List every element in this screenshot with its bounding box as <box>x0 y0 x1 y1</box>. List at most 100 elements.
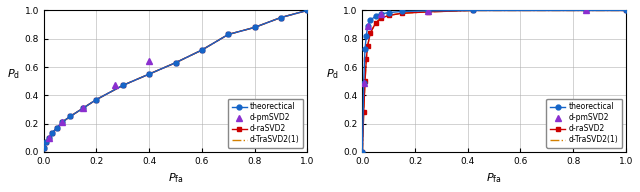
theorectical <box>385 11 392 14</box>
d-raSVD2 <box>172 62 179 64</box>
d-TraSVD2(1) <box>58 121 66 123</box>
Line: d-pmSVD2: d-pmSVD2 <box>360 7 589 86</box>
theorectical <box>145 73 153 75</box>
X-axis label: $P_{\mathrm{fa}}$: $P_{\mathrm{fa}}$ <box>168 171 183 185</box>
d-TraSVD2(1) <box>398 12 406 14</box>
d-pmSVD2 <box>45 137 53 139</box>
d-raSVD2 <box>622 9 630 12</box>
d-pmSVD2 <box>424 10 432 12</box>
d-TraSVD2(1) <box>372 22 380 24</box>
d-TraSVD2(1) <box>145 73 153 75</box>
Line: d-TraSVD2(1): d-TraSVD2(1) <box>44 10 307 148</box>
d-raSVD2 <box>362 57 370 60</box>
d-TraSVD2(1) <box>469 9 477 12</box>
d-raSVD2 <box>367 32 374 34</box>
theorectical <box>358 151 366 153</box>
d-raSVD2 <box>424 11 432 13</box>
d-pmSVD2 <box>364 25 371 27</box>
d-raSVD2 <box>398 12 406 14</box>
theorectical <box>251 26 259 29</box>
d-raSVD2 <box>385 14 392 17</box>
d-raSVD2 <box>79 107 87 109</box>
d-TraSVD2(1) <box>360 111 367 113</box>
d-raSVD2 <box>361 80 369 82</box>
d-pmSVD2 <box>582 9 590 12</box>
d-raSVD2 <box>469 9 477 12</box>
d-TraSVD2(1) <box>93 98 100 101</box>
d-raSVD2 <box>53 127 61 129</box>
theorectical <box>172 62 179 64</box>
theorectical <box>469 9 477 12</box>
d-TraSVD2(1) <box>582 9 590 12</box>
d-raSVD2 <box>360 111 367 113</box>
theorectical <box>277 16 285 19</box>
d-raSVD2 <box>40 146 47 149</box>
X-axis label: $P_{\mathrm{fa}}$: $P_{\mathrm{fa}}$ <box>486 171 502 185</box>
d-TraSVD2(1) <box>424 11 432 13</box>
theorectical <box>398 10 406 13</box>
d-TraSVD2(1) <box>385 14 392 17</box>
theorectical <box>303 9 311 12</box>
d-TraSVD2(1) <box>377 17 385 19</box>
d-raSVD2 <box>67 115 74 118</box>
d-pmSVD2 <box>79 107 87 109</box>
d-raSVD2 <box>145 73 153 75</box>
theorectical <box>372 15 380 17</box>
d-raSVD2 <box>225 33 232 36</box>
d-raSVD2 <box>42 141 50 143</box>
d-raSVD2 <box>251 26 259 29</box>
theorectical <box>362 35 370 37</box>
theorectical <box>58 121 66 123</box>
d-TraSVD2(1) <box>172 62 179 64</box>
theorectical <box>582 9 590 12</box>
theorectical <box>79 107 87 109</box>
d-TraSVD2(1) <box>367 32 374 34</box>
theorectical <box>377 13 385 15</box>
d-TraSVD2(1) <box>251 26 259 29</box>
Legend: theorectical, d-pmSVD2, d-raSVD2, d-TraSVD2(1): theorectical, d-pmSVD2, d-raSVD2, d-TraS… <box>228 99 303 148</box>
d-TraSVD2(1) <box>48 132 56 135</box>
d-pmSVD2 <box>377 13 385 15</box>
theorectical <box>42 141 50 143</box>
Line: d-pmSVD2: d-pmSVD2 <box>46 58 152 141</box>
d-raSVD2 <box>358 151 366 153</box>
d-raSVD2 <box>119 84 127 87</box>
Line: theorectical: theorectical <box>42 8 310 150</box>
d-raSVD2 <box>45 137 53 139</box>
d-TraSVD2(1) <box>303 9 311 12</box>
theorectical <box>361 47 369 50</box>
theorectical <box>45 137 53 139</box>
d-TraSVD2(1) <box>53 127 61 129</box>
d-raSVD2 <box>364 45 371 47</box>
Line: d-TraSVD2(1): d-TraSVD2(1) <box>362 10 626 152</box>
theorectical <box>40 146 47 149</box>
d-TraSVD2(1) <box>45 137 53 139</box>
Line: d-raSVD2: d-raSVD2 <box>360 8 628 154</box>
d-raSVD2 <box>58 121 66 123</box>
Legend: theorectical, d-pmSVD2, d-raSVD2, d-TraSVD2(1): theorectical, d-pmSVD2, d-raSVD2, d-TraS… <box>547 99 622 148</box>
d-TraSVD2(1) <box>622 9 630 12</box>
d-pmSVD2 <box>111 84 119 87</box>
d-raSVD2 <box>582 9 590 12</box>
d-TraSVD2(1) <box>361 80 369 82</box>
d-raSVD2 <box>198 49 205 51</box>
d-TraSVD2(1) <box>40 146 47 149</box>
d-TraSVD2(1) <box>42 141 50 143</box>
d-TraSVD2(1) <box>358 151 366 153</box>
theorectical <box>93 98 100 101</box>
theorectical <box>67 115 74 118</box>
d-raSVD2 <box>93 98 100 101</box>
d-TraSVD2(1) <box>198 49 205 51</box>
theorectical <box>198 49 205 51</box>
theorectical <box>225 33 232 36</box>
d-raSVD2 <box>372 22 380 24</box>
Y-axis label: $P_{\mathrm{d}}$: $P_{\mathrm{d}}$ <box>7 67 20 81</box>
theorectical <box>424 10 432 12</box>
Y-axis label: $P_{\mathrm{d}}$: $P_{\mathrm{d}}$ <box>326 67 339 81</box>
theorectical <box>622 9 630 12</box>
theorectical <box>360 81 367 84</box>
d-raSVD2 <box>277 16 285 19</box>
theorectical <box>367 19 374 22</box>
d-TraSVD2(1) <box>119 84 127 87</box>
theorectical <box>364 25 371 27</box>
